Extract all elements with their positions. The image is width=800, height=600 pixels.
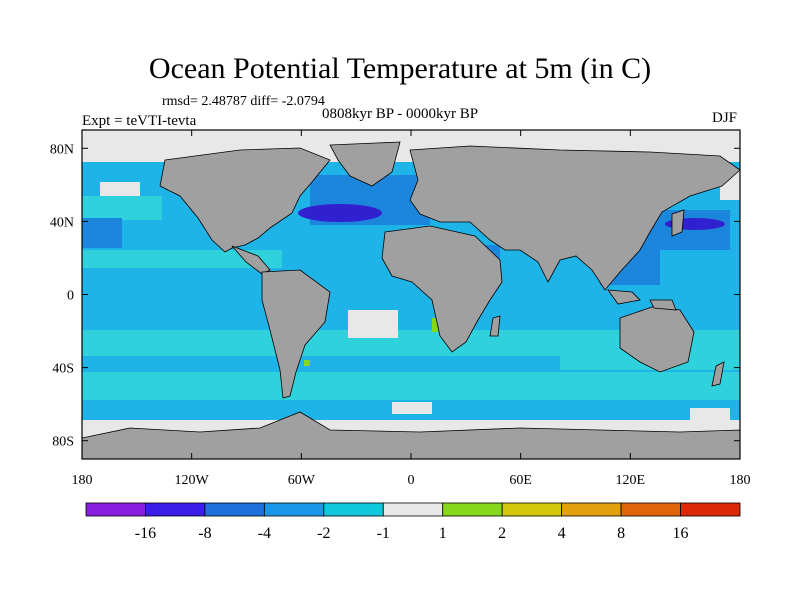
africa [381,225,503,353]
colorbar-swatch [323,502,384,517]
colorbar-swatch [204,502,265,517]
lat-tick-label: 40N [50,215,74,230]
anomaly-patch [690,408,730,420]
anomaly-patch [298,204,382,222]
lon-tick-label: 120W [175,473,210,488]
north-america [159,147,331,253]
colorbar-label: 2 [498,525,506,542]
anomaly-patch [82,130,740,146]
japan [671,209,685,237]
south-america [261,269,331,399]
anomaly-patch [100,182,140,196]
lat-tick-label: 80S [52,435,74,450]
lon-tick-label: 0 [408,473,415,488]
colorbar-label: 16 [673,525,689,542]
axis-ticks [81,130,741,459]
colorbar: -16 -8 -4 -2 -1 1 2 4 8 16 [85,502,741,542]
lat-tick-label: 0 [67,289,74,304]
colorbar-label: -1 [377,525,390,542]
lat-tick-label: 80N [50,142,74,157]
colorbar-label: -2 [317,525,330,542]
rmsd-diff-stats: rmsd= 2.48787 diff= -2.0794 [162,94,325,109]
colorbar-swatch [145,502,206,517]
new-guinea [649,299,677,311]
eurasia [409,145,740,291]
indonesia [607,289,641,305]
colorbar-label: 4 [558,525,566,542]
land-masses [82,141,740,459]
colorbar-swatch [501,502,563,517]
colorbar-label: -4 [258,525,271,542]
colorbar-label: -8 [198,525,211,542]
anomaly-patch [432,318,438,332]
colorbar-swatch [620,502,681,517]
lon-tick-label: 60W [288,473,316,488]
experiment-label: Expt = teVTI-tevta [82,113,197,129]
time-period-subtitle: 0808kyr BP - 0000kyr BP [322,106,479,122]
lat-tick-label: 40S [52,362,74,377]
colorbar-label: -16 [135,525,156,542]
lon-tick-label: 180 [730,473,751,488]
colorbar-swatch [680,502,741,517]
anomaly-patch [82,372,740,400]
greenland [329,141,401,187]
season-label: DJF [712,110,738,126]
colorbar-swatch [263,502,325,517]
colorbar-label: 8 [617,525,625,542]
anomaly-patch [82,218,122,248]
new-zealand [711,361,725,387]
madagascar [489,315,501,337]
lon-tick-label: 180 [72,473,93,488]
anomaly-patch [304,360,310,366]
lon-tick-label: 60E [509,473,532,488]
anomaly-patch [82,250,282,268]
colorbar-swatch [382,502,444,517]
colorbar-label: 1 [439,525,447,542]
antarctica [82,411,740,459]
colorbar-swatch [442,502,503,517]
map-plot-area [82,130,740,459]
axis-tick-labels: 80N 40N 0 40S 80S 180 120W 60W 0 60E 120E 180 [50,142,751,488]
colorbar-swatch [561,502,622,517]
lon-tick-label: 120E [616,473,646,488]
anomaly-patch [82,196,162,220]
map-title: Ocean Potential Temperature at 5m (in C) [148,52,652,85]
colorbar-swatch [85,502,146,517]
anomaly-patch [392,402,432,414]
anomaly-patch [348,310,398,338]
